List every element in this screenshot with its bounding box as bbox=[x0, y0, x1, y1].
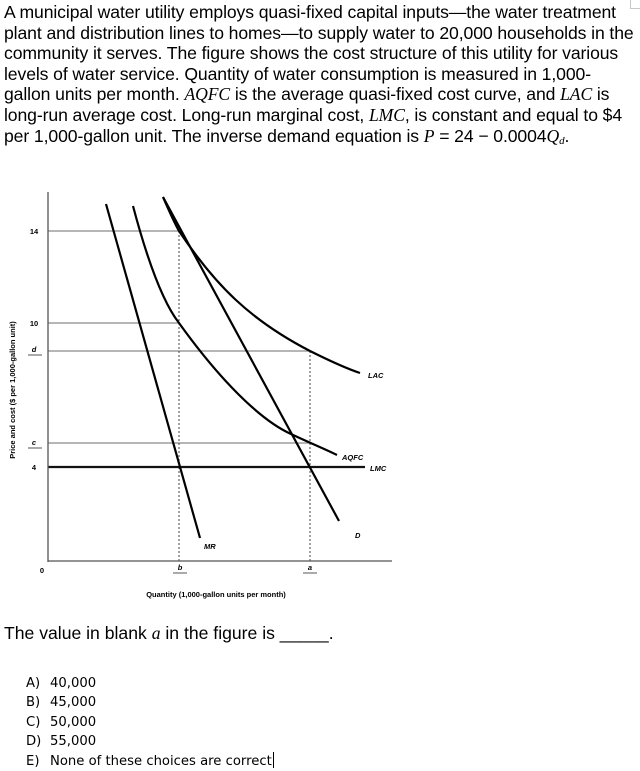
question-text: The value in blank bbox=[4, 623, 152, 643]
choice-letter: C) bbox=[26, 714, 41, 730]
lac-curve bbox=[161, 196, 361, 375]
equation-body: = 24 − 0.0004 bbox=[434, 125, 547, 146]
choice-letter: A) bbox=[26, 676, 41, 691]
tick-label-d: d bbox=[32, 345, 37, 354]
problem-statement: A municipal water utility employs quasi-… bbox=[4, 2, 636, 151]
y-axis-title: Price and cost ($ per 1,000-gallon unit) bbox=[8, 321, 17, 459]
lac-term: LAC bbox=[560, 84, 593, 105]
tick-label-a: a bbox=[308, 563, 312, 572]
choice-b[interactable]: B) 45,000 bbox=[26, 693, 274, 712]
answer-choices: A) 40,000 B) 45,000 C) 50,000 D) 55,000 E) No… bbox=[26, 674, 274, 771]
equation-subscript: d bbox=[559, 134, 565, 147]
curve-label-lac: LAC bbox=[368, 371, 384, 380]
equation-price: P bbox=[423, 125, 435, 146]
tick-label-0: 0 bbox=[40, 566, 44, 575]
aqfc-term: AQFC bbox=[184, 84, 231, 105]
choice-text: 50,000 bbox=[50, 714, 97, 730]
curve-label-d: D bbox=[355, 531, 361, 540]
question-text: in the figure is _____. bbox=[160, 623, 334, 643]
tick-label-4: 4 bbox=[32, 463, 37, 472]
choice-c[interactable]: C) 50,000 bbox=[26, 713, 274, 732]
choice-letter: D) bbox=[26, 734, 42, 750]
question-variable: a bbox=[151, 623, 161, 643]
choice-text: None of these choices are correct bbox=[50, 753, 272, 769]
choice-a[interactable]: A) 40,000 bbox=[26, 674, 274, 693]
cost-structure-chart: 14 10 d c 4 0 b a LAC AQFC LMC D MR Quan… bbox=[0, 190, 420, 610]
curve-label-aqfc: AQFC bbox=[341, 453, 364, 462]
question-prompt: The value in blank a in the figure is __… bbox=[4, 623, 334, 644]
choice-e[interactable]: E) None of these choices are correct bbox=[26, 751, 274, 771]
tick-label-14: 14 bbox=[30, 227, 39, 236]
choice-text: 45,000 bbox=[50, 695, 97, 711]
choice-text: 40,000 bbox=[50, 676, 97, 691]
curve-label-mr: MR bbox=[204, 542, 216, 551]
equation-quantity: Q bbox=[546, 125, 560, 146]
aqfc-curve bbox=[131, 205, 338, 456]
mr-curve bbox=[104, 203, 202, 539]
tick-label-c: c bbox=[32, 438, 37, 447]
tick-label-b: b bbox=[178, 563, 183, 572]
curve-label-lmc: LMC bbox=[370, 464, 387, 473]
problem-text: , is constant and equal to $4 per 1,000-… bbox=[4, 104, 623, 146]
choice-letter: E) bbox=[26, 753, 40, 769]
problem-text: A municipal water utility employs quasi-… bbox=[4, 2, 634, 105]
lmc-term: LMC bbox=[368, 104, 405, 125]
choice-d[interactable]: D) 55,000 bbox=[26, 732, 274, 751]
choice-letter: B) bbox=[26, 695, 41, 711]
problem-text: is the average quasi-fixed cost curve, a… bbox=[230, 84, 561, 105]
window-corner-mark bbox=[630, 0, 640, 9]
tick-label-10: 10 bbox=[30, 319, 38, 328]
equation-end: . bbox=[564, 125, 570, 146]
x-axis-title: Quantity (1,000-gallon units per month) bbox=[146, 590, 286, 599]
choice-text: 55,000 bbox=[50, 734, 97, 750]
problem-text: is long-run average cost. Long-run margi… bbox=[4, 84, 610, 125]
text-cursor bbox=[272, 751, 274, 768]
